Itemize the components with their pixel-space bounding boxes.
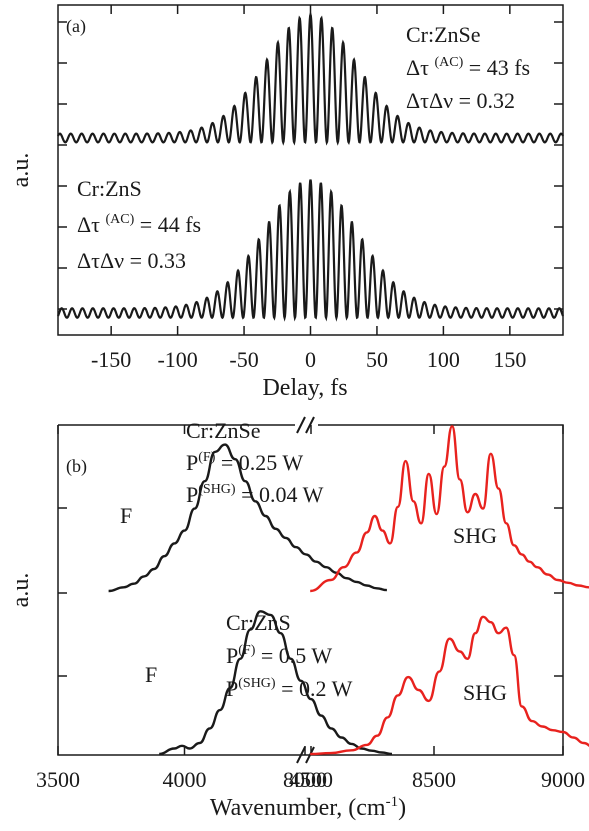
- panel-b-x-tick-label: 4500: [289, 767, 333, 792]
- series-label-crznse-line: Cr:ZnSe: [406, 22, 481, 47]
- panel-a-x-tick-label: 50: [366, 347, 388, 372]
- annotation-superscript: (SHG): [198, 482, 236, 497]
- series-label-crznse-line: Δτ (AC) = 43 fs: [406, 55, 530, 80]
- panel-a-y-ticks: [58, 21, 563, 310]
- panel-b-x-axis-label-end: ): [398, 795, 406, 821]
- series-label-f: F: [120, 503, 132, 528]
- annotation-superscript: (F): [238, 643, 255, 658]
- panel-a-x-tick-label: 0: [305, 347, 316, 372]
- label-superscript: (AC): [435, 55, 464, 70]
- series-label-f: F: [145, 662, 157, 687]
- panel-b-x-tick-label: 3500: [36, 767, 80, 792]
- autocorrelation-trace-crzns: [56, 179, 565, 322]
- panel-b-x-tick-label: 9000: [541, 767, 585, 792]
- panel-b-x-axis-label-main: Wavenumber, (cm: [210, 795, 386, 821]
- series-label-crzns-line: Δτ (AC) = 44 fs: [77, 212, 201, 237]
- panel-b-x-tick-label: 8000: [283, 767, 327, 792]
- axis-break-marks: [296, 416, 315, 764]
- annotation-crzns-line: P(F) = 0.5 W: [226, 643, 332, 668]
- panel-b: (b) 3500400045008000850090009500 FSHGFSH…: [8, 416, 589, 821]
- panel-a-x-tick-label: -150: [91, 347, 131, 372]
- label-text: = 44 fs: [134, 212, 201, 237]
- spectrum-shg-crzns: [310, 615, 589, 756]
- panel-a-x-ticks: -150 -100 -50 0 50 100 150: [91, 5, 526, 372]
- annotation-text: = 0.2 W: [276, 676, 353, 701]
- series-label-crzns-line: ΔτΔν = 0.33: [77, 248, 186, 273]
- annotation-text: Cr:ZnSe: [186, 418, 261, 443]
- annotation-text: P: [226, 676, 238, 701]
- annotation-text: = 0.5 W: [255, 643, 332, 668]
- panel-b-x-axis-label: Wavenumber, (cm-1): [210, 794, 406, 821]
- panel-a: (a) -150 -100 -50 0 50 100 150 Cr:ZnSe Δτ (AC) …: [8, 4, 565, 401]
- axis-break-top: [296, 416, 315, 434]
- spectrum-shg-crznse: [310, 425, 589, 593]
- autocorrelation-trace-crznse: [57, 10, 564, 146]
- label-text: Δτ: [77, 212, 106, 237]
- series-label-shg: SHG: [463, 680, 507, 705]
- annotation-crznse-line: Cr:ZnSe: [186, 418, 261, 443]
- annotation-superscript: (SHG): [238, 676, 276, 691]
- annotation-text: = 0.04 W: [236, 482, 324, 507]
- panel-a-traces: [56, 10, 565, 322]
- panel-b-tag: (b): [66, 456, 87, 477]
- annotation-text: P: [226, 643, 238, 668]
- annotation-crzns-line: P(SHG) = 0.2 W: [226, 676, 353, 701]
- panel-a-y-axis-label: a.u.: [8, 153, 34, 188]
- panel-b-x-tick-label: 4000: [163, 767, 207, 792]
- panel-b-x-axis-label-sup: -1: [386, 794, 399, 810]
- annotation-text: Cr:ZnS: [226, 610, 291, 635]
- annotation-crzns-line: Cr:ZnS: [226, 610, 291, 635]
- panel-b-x-ticks: 3500400045008000850090009500: [36, 425, 585, 792]
- panel-b-y-axis-label: a.u.: [8, 573, 34, 608]
- panel-a-x-tick-label: 150: [493, 347, 526, 372]
- panel-a-tag: (a): [66, 16, 86, 37]
- annotation-crznse-line: P(SHG) = 0.04 W: [186, 482, 324, 507]
- panel-a-labels: Cr:ZnSe Δτ (AC) = 43 fs ΔτΔν = 0.32 Cr:ZnS Δ…: [77, 22, 530, 273]
- panel-a-x-tick-label: -50: [229, 347, 258, 372]
- annotation-text: P: [186, 450, 198, 475]
- spectrum-f-crzns: [159, 610, 393, 756]
- annotation-text: P: [186, 482, 198, 507]
- label-superscript: (AC): [106, 212, 135, 227]
- panel-a-x-tick-label: -100: [157, 347, 197, 372]
- annotation-crznse-line: P(F) = 0.25 W: [186, 450, 303, 475]
- series-label-crzns-line: Cr:ZnS: [77, 176, 142, 201]
- panel-a-x-tick-label: 100: [427, 347, 460, 372]
- annotation-superscript: (F): [198, 450, 215, 465]
- series-label-shg: SHG: [453, 523, 497, 548]
- annotation-text: = 0.25 W: [215, 450, 303, 475]
- panel-b-y-ticks: [58, 507, 563, 677]
- axis-break-bottom: [296, 746, 315, 764]
- panel-a-x-axis-label: Delay, fs: [262, 375, 347, 401]
- spectrum-f-crznse: [108, 443, 387, 593]
- panel-b-x-tick-label: 8500: [412, 767, 456, 792]
- label-text: Δτ: [406, 55, 435, 80]
- series-label-crznse-line: ΔτΔν = 0.32: [406, 88, 515, 113]
- panel-b-traces: [108, 425, 589, 756]
- label-text: = 43 fs: [463, 55, 530, 80]
